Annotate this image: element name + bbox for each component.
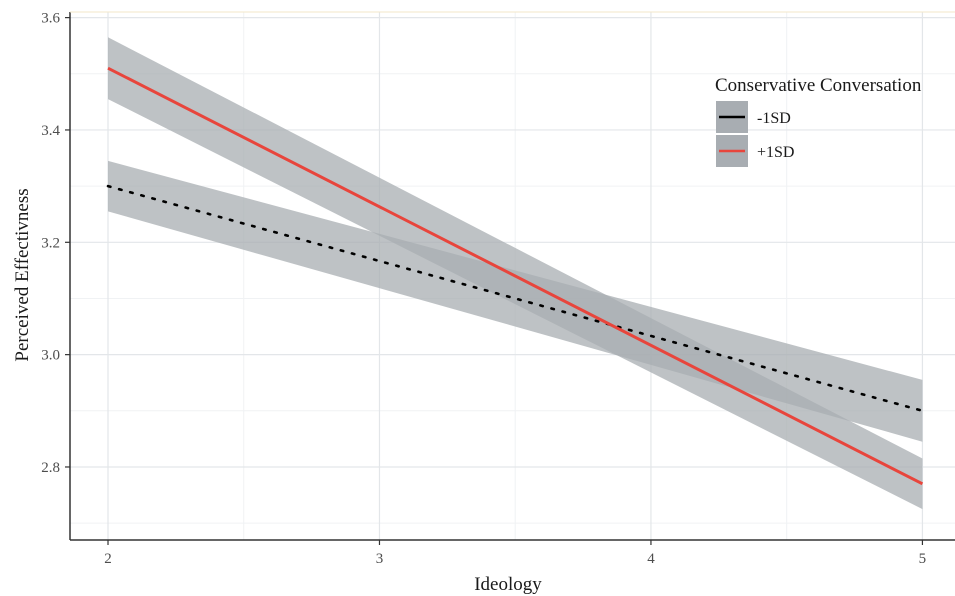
series-lines <box>106 66 924 486</box>
tick-labels: 2 3 4 5 2.8 3.0 3.2 3.4 3.6 <box>41 11 926 567</box>
axes <box>65 11 955 545</box>
series-line <box>106 184 924 413</box>
x-tick-label: 3 <box>376 551 384 567</box>
y-tick-label: 3.0 <box>41 348 60 364</box>
y-tick-label: 3.4 <box>41 123 60 139</box>
legend-title: Conservative Conversation <box>715 75 922 96</box>
legend-label: +1SD <box>757 144 794 161</box>
series-line <box>107 66 924 486</box>
y-axis-title: Perceived Effectivness <box>12 188 33 361</box>
legend-items: -1SD +1SD <box>716 101 794 167</box>
confidence-ribbons <box>108 37 923 510</box>
x-tick-label: 5 <box>919 551 927 567</box>
confidence-band <box>108 37 923 510</box>
legend-label: -1SD <box>757 110 791 127</box>
legend: Conservative Conversation -1SD +1SD <box>715 75 922 167</box>
y-tick-label: 3.6 <box>41 11 60 27</box>
y-tick-label: 2.8 <box>41 460 60 476</box>
x-axis-title: Ideology <box>474 574 542 595</box>
x-tick-label: 2 <box>104 551 112 567</box>
y-tick-label: 3.2 <box>41 235 60 251</box>
x-tick-label: 4 <box>647 551 655 567</box>
